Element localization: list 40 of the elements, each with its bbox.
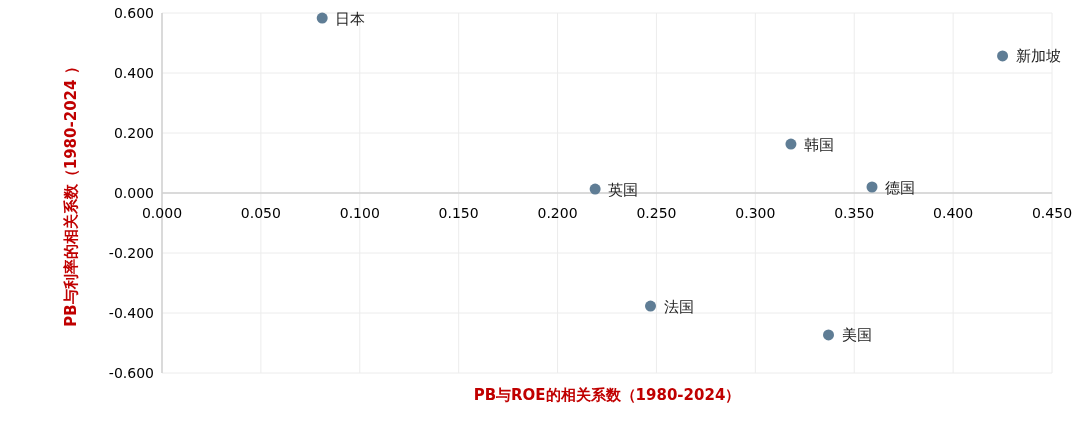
x-tick-label: 0.400 <box>933 205 974 221</box>
y-tick-label: -0.600 <box>108 365 154 381</box>
英国: 英国 <box>589 180 639 199</box>
法国: 法国 <box>645 297 694 316</box>
x-axis-title: PB与ROE的相关系数（1980-2024） <box>473 386 741 404</box>
point <box>316 12 328 24</box>
x-tick-label: 0.000 <box>141 205 183 221</box>
x-tick-label: 0.050 <box>240 205 281 221</box>
series-label: 韩国 <box>803 135 834 154</box>
series-label: 新加坡 <box>1015 47 1061 66</box>
series-label: 日本 <box>335 9 366 28</box>
x-tick-label: 0.450 <box>1031 205 1073 221</box>
point <box>785 138 797 150</box>
y-axis-title: PB与利率的相关系数（1980-2024 ） <box>62 59 80 327</box>
series-label: 法国 <box>663 297 694 316</box>
point <box>866 181 878 193</box>
series-label: 美国 <box>841 326 872 345</box>
新加坡: 新加坡 <box>997 47 1061 66</box>
point <box>589 183 601 195</box>
y-tick-label: 0.200 <box>113 125 154 141</box>
x-tick-label: 0.250 <box>636 205 677 221</box>
y-tick-label: -0.400 <box>108 305 154 321</box>
series-label: 德国 <box>885 178 916 197</box>
德国: 德国 <box>866 178 915 197</box>
y-tick-label: 0.400 <box>113 65 154 81</box>
日本: 日本 <box>316 9 366 28</box>
series-label: 英国 <box>608 180 639 199</box>
x-tick-label: 0.300 <box>735 205 776 221</box>
x-tick-label: 0.150 <box>438 205 479 221</box>
y-tick-label: 0.000 <box>113 185 154 201</box>
point <box>823 329 835 341</box>
韩国: 韩国 <box>785 135 834 154</box>
x-tick-label: 0.100 <box>339 205 380 221</box>
point <box>997 50 1009 62</box>
x-tick-label: 0.200 <box>537 205 578 221</box>
point <box>645 300 657 312</box>
x-tick-label: 0.350 <box>834 205 875 221</box>
y-tick-label: 0.600 <box>113 5 154 21</box>
y-tick-label: -0.200 <box>108 245 154 261</box>
美国: 美国 <box>823 326 872 345</box>
